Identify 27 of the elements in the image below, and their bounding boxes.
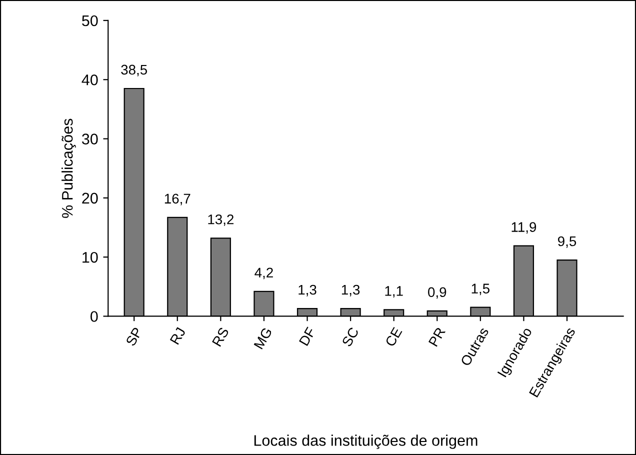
x-tick-label: DF: [299, 326, 316, 346]
data-label: 38,5: [121, 64, 148, 76]
data-label: 13,2: [208, 214, 234, 226]
data-label: 0,9: [428, 287, 446, 299]
x-tick-label: RJ: [170, 327, 186, 345]
data-label: 4,2: [254, 268, 273, 280]
y-tick-label: 0: [90, 311, 98, 322]
x-tick-label: PR: [428, 326, 446, 347]
y-tick-label: 40: [82, 74, 98, 86]
x-tick-label: CE: [384, 326, 402, 348]
x-tick-label: MG: [254, 327, 272, 350]
x-tick-label: SP: [125, 326, 143, 347]
data-label: 9,5: [558, 236, 576, 248]
y-tick-label: 30: [82, 134, 98, 144]
data-label: 1,1: [385, 286, 403, 298]
y-axis-title: % Publicações: [62, 118, 76, 218]
x-tick-label: SC: [342, 326, 360, 348]
data-label: 1,5: [472, 284, 490, 296]
data-label: 16,7: [164, 194, 190, 206]
data-label: 1,3: [298, 284, 316, 296]
y-tick-label: 20: [82, 192, 98, 204]
data-label: 1,3: [342, 284, 360, 296]
y-tick-label: 50: [82, 15, 98, 26]
x-tick-label: RS: [212, 326, 230, 347]
x-axis-title: Locais das instituições de origem: [254, 434, 478, 449]
y-tick-label: 10: [82, 252, 98, 263]
data-label: 11,9: [512, 222, 536, 234]
